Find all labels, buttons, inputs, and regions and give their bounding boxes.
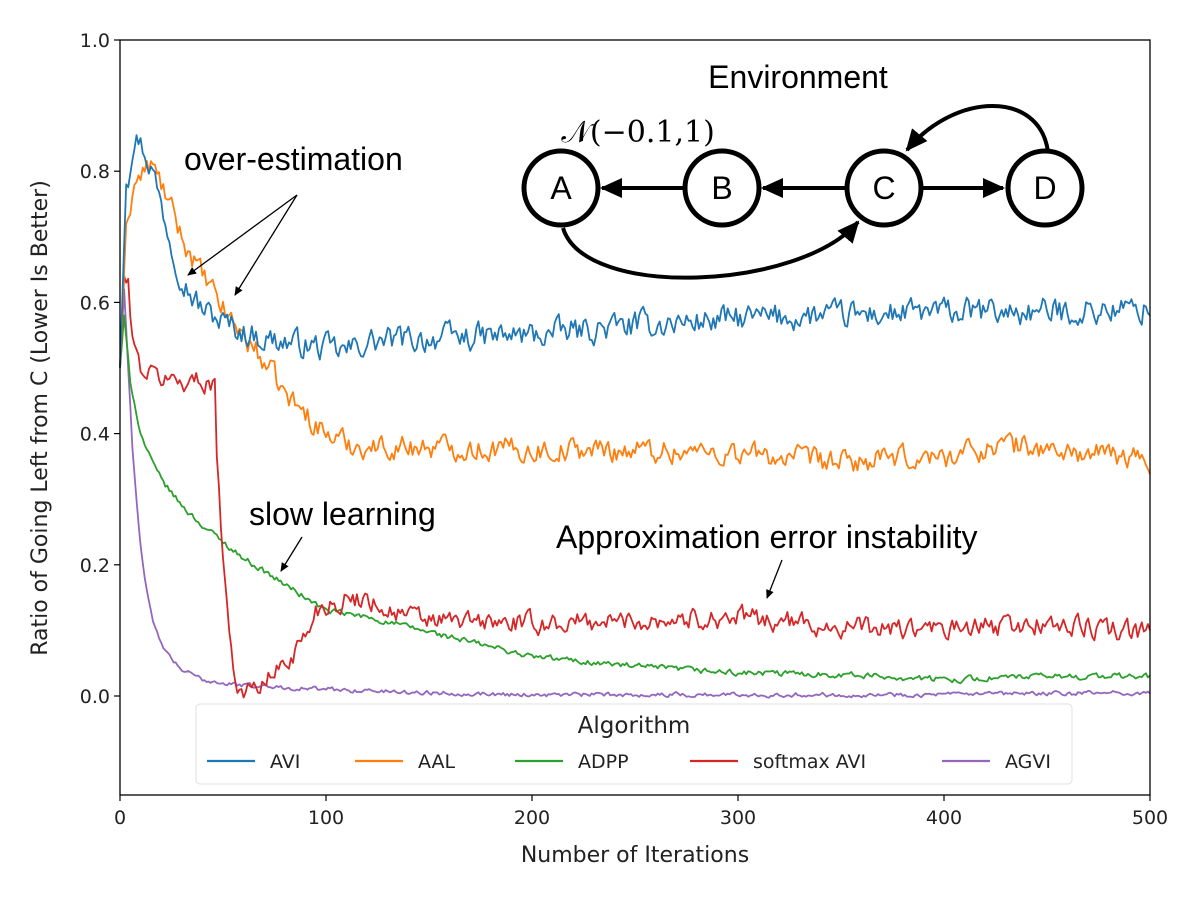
legend-title: Algorithm: [578, 713, 691, 739]
x-axis-label: Number of Iterations: [521, 843, 749, 868]
series-line-agvi: [119, 288, 1151, 699]
y-tick-label: 0.6: [80, 292, 110, 314]
y-tick-label: 0.8: [80, 161, 110, 183]
legend-label: softmax AVI: [753, 751, 866, 773]
series-layer: [119, 134, 1151, 699]
instability-arrow: [766, 559, 783, 599]
node-b-label: B: [711, 170, 732, 206]
legend-label: AVI: [270, 751, 300, 773]
series-line-softmax-avi: [119, 275, 1151, 699]
legend-items: AVI AAL ADPP softmax AVI AGVI: [207, 751, 1051, 773]
environment-diagram: Environment 𝒩(−0.1,1) A B C D: [521, 59, 1085, 280]
y-tick-label: 0.0: [80, 686, 110, 708]
x-tick-label: 200: [514, 807, 550, 829]
legend-label: ADPP: [578, 751, 629, 773]
tick-layer: 0 100 200 300 400 500 0.0 0.2 0.4 0.6 0.8 1.0: [80, 30, 1168, 829]
node-a-label: A: [550, 170, 572, 206]
plot-frame: [119, 39, 1151, 796]
slow-learning-arrow: [280, 536, 303, 572]
y-axis-label: Ratio of Going Left from C (Lower Is Bet…: [28, 180, 53, 656]
legend-label: AGVI: [1005, 751, 1051, 773]
series-line-aal: [119, 159, 1151, 475]
series-line-avi: [119, 134, 1151, 369]
y-tick-label: 0.4: [80, 424, 110, 446]
edge-a-to-c: [561, 220, 860, 280]
node-b: [682, 148, 762, 228]
legend-label: AAL: [418, 751, 456, 773]
node-c-label: C: [872, 170, 895, 206]
x-tick-label: 500: [1132, 807, 1168, 829]
y-tick-label: 1.0: [80, 30, 110, 52]
legend-box: [195, 703, 1073, 785]
x-tick-label: 100: [308, 807, 344, 829]
edge-d-to-c: [905, 104, 1050, 153]
environment-title: Environment: [708, 59, 888, 95]
legend: Algorithm AVI AAL ADPP softmax AVI AGVI: [195, 703, 1073, 785]
node-a: [521, 148, 601, 228]
reward-label: 𝒩(−0.1,1): [561, 115, 715, 150]
node-d: [1005, 148, 1085, 228]
over-estimation-arrow-1: [187, 194, 298, 276]
annotation-slow-learning: slow learning: [249, 496, 436, 532]
annotation-instability: Approximation error instability: [556, 519, 978, 555]
series-line-adpp: [119, 314, 1151, 685]
x-tick-label: 0: [114, 807, 126, 829]
over-estimation-arrow-2: [234, 194, 298, 296]
annotation-over-estimation: over-estimation: [184, 141, 403, 177]
y-tick-label: 0.2: [80, 555, 110, 577]
node-d-label: D: [1033, 170, 1056, 206]
node-c: [844, 148, 924, 228]
x-tick-label: 300: [720, 807, 756, 829]
x-tick-label: 400: [926, 807, 962, 829]
